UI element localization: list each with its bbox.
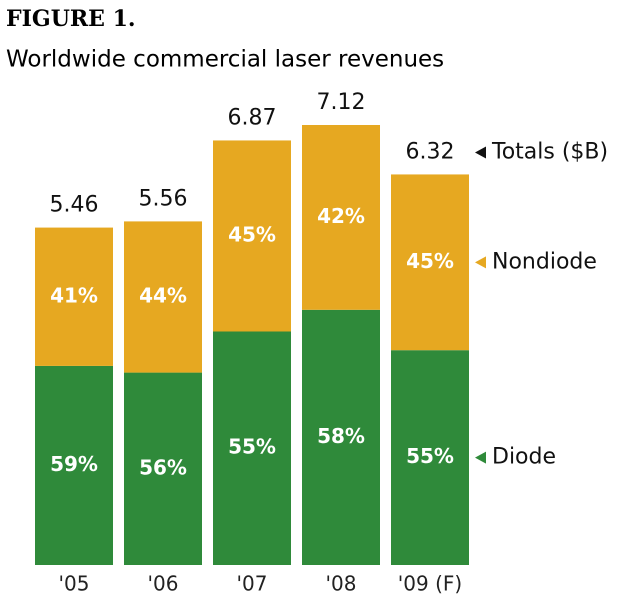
bar-segment — [213, 331, 291, 565]
bar-segment — [302, 125, 380, 310]
value-label: 42% — [317, 204, 365, 228]
value-label: 45% — [228, 222, 276, 246]
x-tick-label: '07 — [237, 572, 268, 596]
value-label: 41% — [50, 283, 98, 307]
total-label: 6.32 — [406, 139, 455, 164]
chart-subtitle: Worldwide commercial laser revenues — [6, 47, 444, 73]
x-tick-label: '05 — [59, 572, 90, 596]
value-label: 59% — [50, 452, 98, 476]
legend-label: Totals ($B) — [491, 139, 608, 164]
legend-marker — [475, 256, 486, 269]
bar-segment — [302, 309, 380, 565]
bar-segment — [124, 221, 202, 373]
value-label: 44% — [139, 283, 187, 307]
chart-title: FIGURE 1. — [6, 6, 136, 32]
value-label: 55% — [228, 435, 276, 459]
bar-segment — [391, 174, 469, 351]
legend-marker — [475, 451, 486, 464]
legend-label: Diode — [492, 445, 556, 470]
value-label: 45% — [406, 249, 454, 273]
value-label: 55% — [406, 444, 454, 468]
total-label: 6.87 — [228, 105, 277, 130]
bar-segment — [391, 350, 469, 565]
legend-marker — [475, 146, 486, 159]
total-label: 5.46 — [50, 193, 99, 218]
bar-segment — [213, 140, 291, 332]
value-label: 56% — [139, 455, 187, 479]
x-tick-label: '08 — [326, 572, 357, 596]
legend-label: Nondiode — [492, 249, 597, 274]
bar-segment — [35, 227, 113, 366]
total-label: 7.12 — [317, 90, 366, 115]
bar-segment — [124, 372, 202, 565]
x-tick-label: '09 (F) — [398, 572, 462, 596]
total-label: 5.56 — [139, 186, 188, 211]
value-label: 58% — [317, 424, 365, 448]
x-tick-label: '06 — [148, 572, 179, 596]
bar-segment — [35, 365, 113, 565]
